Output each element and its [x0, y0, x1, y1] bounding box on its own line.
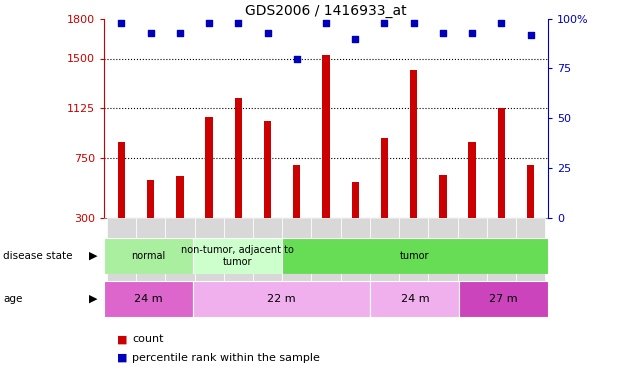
- Point: [321, 20, 331, 26]
- Text: count: count: [132, 334, 164, 344]
- Point: [467, 30, 477, 36]
- Text: 24 m: 24 m: [401, 294, 429, 304]
- Bar: [293, 165, 301, 218]
- Point: [496, 20, 507, 26]
- Bar: [253, 217, 282, 291]
- Text: percentile rank within the sample: percentile rank within the sample: [132, 353, 320, 363]
- Title: GDS2006 / 1416933_at: GDS2006 / 1416933_at: [245, 4, 407, 18]
- Bar: [282, 217, 311, 291]
- Text: ■: ■: [117, 353, 127, 363]
- Bar: [352, 182, 359, 218]
- Text: 22 m: 22 m: [267, 294, 296, 304]
- Point: [233, 20, 243, 26]
- Bar: [428, 217, 457, 291]
- Point: [204, 20, 214, 26]
- Text: normal: normal: [131, 251, 166, 261]
- Bar: [193, 238, 282, 274]
- Bar: [118, 142, 125, 218]
- Bar: [205, 117, 213, 218]
- Bar: [457, 217, 487, 291]
- Point: [409, 20, 419, 26]
- Bar: [311, 217, 341, 291]
- Bar: [104, 238, 193, 274]
- Point: [350, 36, 360, 42]
- Text: disease state: disease state: [3, 251, 72, 261]
- Text: non-tumor, adjacent to
tumor: non-tumor, adjacent to tumor: [181, 245, 294, 267]
- Point: [525, 32, 536, 38]
- Bar: [459, 281, 548, 317]
- Text: 27 m: 27 m: [490, 294, 518, 304]
- Bar: [224, 217, 253, 291]
- Bar: [399, 217, 428, 291]
- Text: 24 m: 24 m: [134, 294, 163, 304]
- Bar: [235, 98, 242, 218]
- Text: ■: ■: [117, 334, 127, 344]
- Point: [117, 20, 127, 26]
- Text: ▶: ▶: [89, 294, 98, 304]
- Bar: [323, 54, 329, 217]
- Bar: [469, 142, 476, 218]
- Point: [438, 30, 448, 36]
- Text: ▶: ▶: [89, 251, 98, 261]
- Bar: [176, 176, 183, 218]
- Text: tumor: tumor: [400, 251, 430, 261]
- Point: [175, 30, 185, 36]
- Bar: [439, 175, 447, 217]
- Bar: [370, 281, 459, 317]
- Bar: [410, 70, 417, 217]
- Bar: [341, 217, 370, 291]
- Bar: [136, 217, 165, 291]
- Bar: [147, 180, 154, 218]
- Bar: [107, 217, 136, 291]
- Bar: [193, 281, 370, 317]
- Point: [292, 56, 302, 62]
- Bar: [516, 217, 545, 291]
- Point: [146, 30, 156, 36]
- Text: age: age: [3, 294, 23, 304]
- Bar: [195, 217, 224, 291]
- Point: [263, 30, 273, 36]
- Bar: [370, 217, 399, 291]
- Bar: [165, 217, 195, 291]
- Bar: [487, 217, 516, 291]
- Point: [379, 20, 389, 26]
- Bar: [264, 121, 272, 218]
- Bar: [104, 281, 193, 317]
- Bar: [498, 108, 505, 218]
- Bar: [381, 138, 388, 218]
- Bar: [527, 165, 534, 218]
- Bar: [282, 238, 548, 274]
